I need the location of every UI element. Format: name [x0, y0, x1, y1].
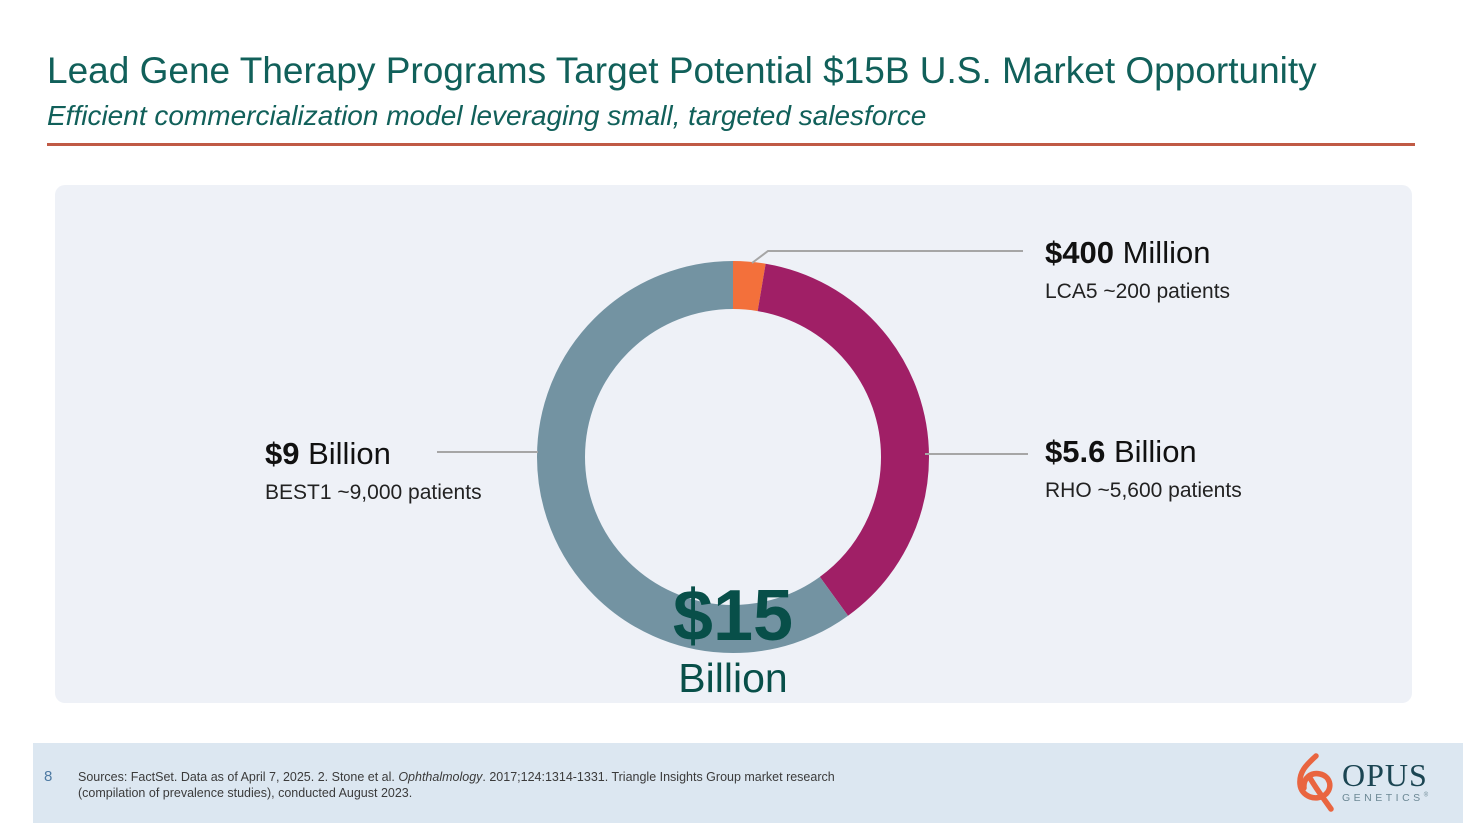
donut-center-label: $15 Billion: [583, 580, 883, 701]
callout-lines: [437, 250, 1028, 455]
slide-subtitle: Efficient commercialization model levera…: [47, 100, 927, 131]
logo-trademark: ®: [1423, 792, 1429, 799]
donut-segment-best1: [537, 261, 929, 653]
segment-value-unit: Million: [1122, 235, 1211, 270]
title-divider-rule: [47, 143, 1415, 146]
donut-center-value: $15: [672, 576, 794, 656]
footer-band: [33, 743, 1463, 823]
segment-value-rho: $5.6 Billion: [1045, 434, 1242, 470]
segment-value-unit: Billion: [308, 436, 391, 471]
logo-name: OPUS: [1342, 757, 1428, 793]
segment-sublabel-best1: BEST1 ~9,000 patients: [265, 481, 482, 504]
donut-chart: [437, 250, 1028, 653]
segment-label-lca5: $400 Million LCA5 ~200 patients: [1045, 235, 1230, 305]
segment-value-number: $400: [1045, 235, 1114, 270]
segment-sublabel-lca5: LCA5 ~200 patients: [1045, 280, 1231, 303]
donut-segment-rho: [537, 261, 929, 653]
sources-prefix: Sources: FactSet. Data as of April 7, 20…: [78, 770, 399, 784]
sources-suffix: . 2017;124:1314-1331. Triangle Insights …: [78, 770, 835, 800]
segment-sublabel-rho: RHO ~5,600 patients: [1045, 479, 1242, 502]
segment-value-unit: Billion: [1113, 434, 1197, 469]
opus-swirl-icon: [1297, 753, 1334, 812]
logo-text: OPUS GENETICS®: [1342, 757, 1428, 804]
page-number: 8: [44, 768, 53, 785]
logo-subname: GENETICS®: [1342, 792, 1428, 804]
segment-label-rho: $5.6 Billion RHO ~5,600 patients: [1045, 434, 1242, 504]
opus-genetics-logo: OPUS GENETICS®: [1292, 750, 1442, 812]
slide-title: Lead Gene Therapy Programs Target Potent…: [47, 50, 1317, 91]
segment-value-number: $5.6: [1045, 434, 1106, 469]
chart-panel: $15 Billion $400 Million LCA5 ~200 patie…: [55, 185, 1412, 703]
logo-subname-text: GENETICS: [1342, 792, 1424, 804]
sources-journal-italic: Ophthalmology: [398, 770, 483, 784]
segment-label-best1: $9 Billion BEST1 ~9,000 patients: [265, 436, 482, 506]
segment-value-best1: $9 Billion: [265, 436, 482, 472]
sources-note: Sources: FactSet. Data as of April 7, 20…: [78, 769, 873, 801]
segment-value-number: $9: [265, 436, 300, 471]
donut-center-unit: Billion: [678, 655, 788, 701]
callout-line-lca5: [751, 250, 1023, 264]
segment-value-lca5: $400 Million: [1045, 235, 1230, 271]
donut-arcs: [537, 261, 929, 653]
